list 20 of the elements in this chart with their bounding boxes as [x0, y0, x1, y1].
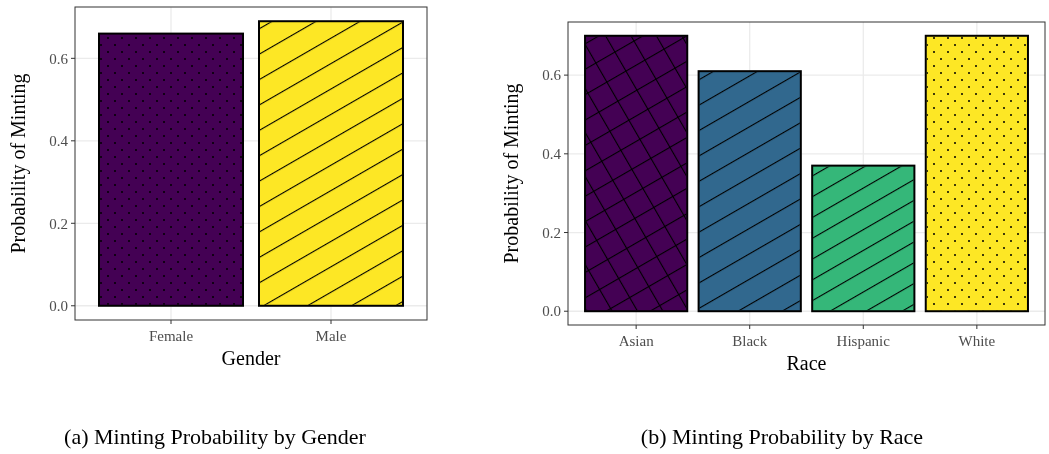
text: (a) Minting Probability by Gender: [64, 424, 367, 449]
y-tick-label: 0.6: [542, 67, 562, 84]
x-tick-label: Female: [148, 328, 194, 344]
x-tick-label: Hispanic: [836, 333, 891, 349]
x-axis-title: Race: [786, 352, 827, 374]
y-axis-title: Probability of Minting: [500, 83, 523, 264]
x-tick-label: Black: [732, 333, 768, 349]
text: (b) Minting Probability by Race: [640, 424, 924, 449]
y-tick-label: 0.6: [49, 50, 69, 67]
y-tick-label: 0.2: [542, 224, 561, 241]
x-axis-title: Gender: [221, 347, 281, 369]
x-tick-label: White: [958, 333, 996, 349]
x-tick-label: Male: [315, 328, 347, 344]
x-tick-label: Asian: [618, 333, 655, 349]
y-tick-label: 0.2: [49, 215, 68, 232]
y-tick-label: 0.0: [49, 298, 68, 315]
y-tick-label: 0.0: [542, 303, 561, 320]
y-tick-label: 0.4: [542, 146, 562, 163]
y-tick-label: 0.4: [49, 133, 69, 150]
y-axis-title: Probability of Minting: [7, 73, 30, 254]
